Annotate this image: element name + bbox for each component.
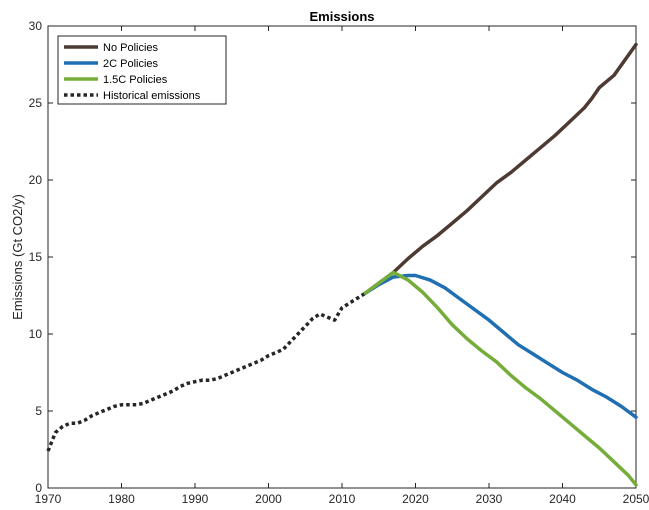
series-line-2c-policies: [362, 273, 638, 419]
y-tick-label: 20: [29, 173, 43, 187]
y-tick-label: 5: [35, 404, 42, 418]
legend-label: 1.5C Policies: [103, 74, 168, 86]
x-tick-label: 1990: [182, 492, 209, 506]
y-axis: 0 5 10 15 20 25 30: [29, 19, 636, 495]
legend-label: Historical emissions: [103, 90, 201, 102]
x-tick-label: 2020: [402, 492, 429, 506]
y-tick-label: 30: [29, 19, 43, 33]
series-line-historical-emissions: [46, 292, 366, 452]
chart-title: Emissions: [309, 9, 374, 24]
y-axis-title: Emissions (Gt CO2/y): [10, 194, 25, 320]
y-tick-label: 10: [29, 327, 43, 341]
y-tick-label: 15: [29, 250, 43, 264]
x-tick-label: 2010: [329, 492, 356, 506]
series-line-no-policies: [362, 42, 638, 296]
x-tick-label: 2000: [255, 492, 282, 506]
legend-label: 2C Policies: [103, 58, 159, 70]
legend: No Policies 2C Policies 1.5C Policies Histo…: [57, 35, 227, 105]
y-tick-label: 25: [29, 96, 43, 110]
x-tick-label: 1970: [35, 492, 62, 506]
x-tick-label: 2030: [476, 492, 503, 506]
series-line-1-5c-policies: [362, 270, 638, 487]
x-tick-label: 2040: [549, 492, 576, 506]
legend-label: No Policies: [103, 42, 159, 54]
x-axis: 1970 1980 1990 2000 2010 2020 2030 2040 2050: [35, 26, 649, 506]
x-tick-label: 2050: [623, 492, 649, 506]
x-tick-label: 1980: [108, 492, 135, 506]
series-layer: [46, 42, 638, 487]
y-tick-label: 0: [35, 481, 42, 495]
